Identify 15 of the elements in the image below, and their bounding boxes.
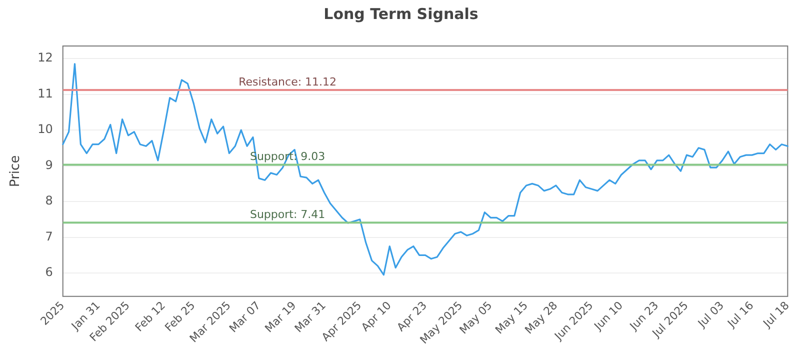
x-tick-label: Jul 18 bbox=[760, 298, 792, 331]
y-tick-label: 9 bbox=[45, 158, 53, 172]
y-tick-label: 11 bbox=[38, 86, 53, 100]
y-tick-label: 6 bbox=[45, 265, 53, 280]
y-tick-label: 10 bbox=[38, 122, 53, 136]
y-axis-title: Price bbox=[8, 155, 24, 188]
ref-line-label: Resistance: 11.12 bbox=[238, 75, 337, 88]
x-tick-label: Jul 16 bbox=[724, 298, 756, 331]
chart-title: Long Term Signals bbox=[324, 4, 478, 23]
x-tick-label: Jun 10 bbox=[591, 298, 626, 334]
y-tick-label: 8 bbox=[45, 194, 53, 208]
y-tick-label: 7 bbox=[45, 229, 53, 244]
x-tick-label: Jul 03 bbox=[694, 298, 726, 331]
y-tick-label: 12 bbox=[38, 50, 53, 65]
ref-line-label: Support: 7.41 bbox=[250, 208, 326, 222]
